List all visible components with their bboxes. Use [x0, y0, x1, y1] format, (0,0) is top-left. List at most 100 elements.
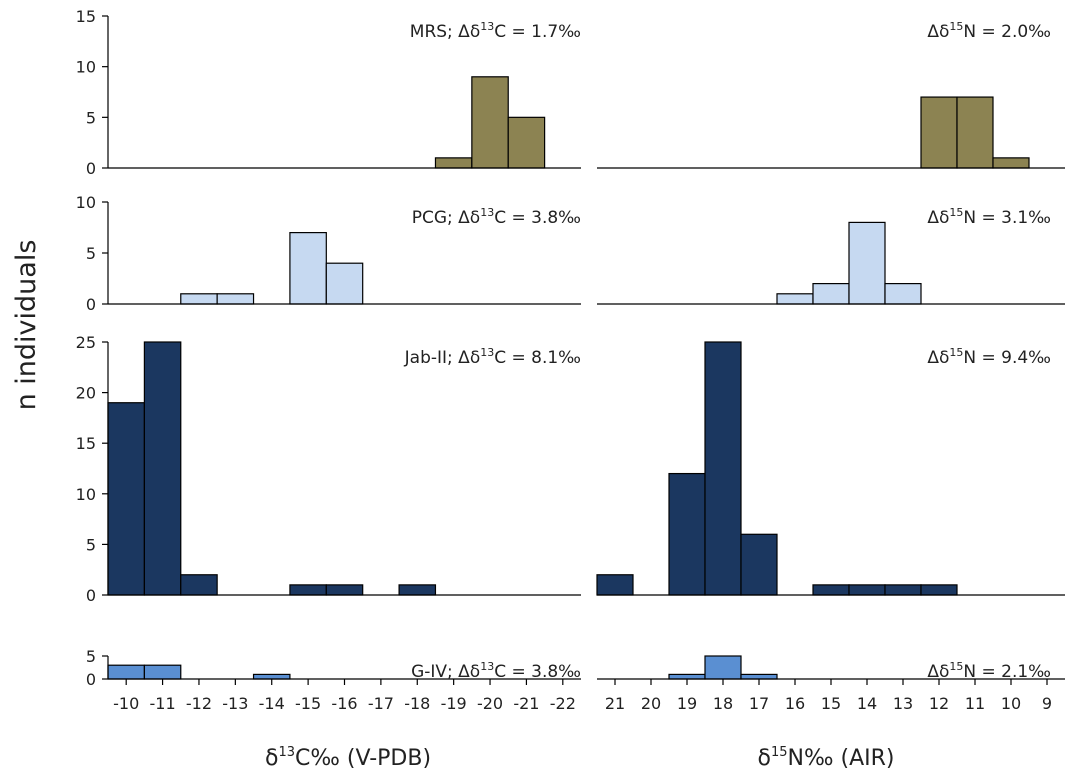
annotation: Δδ15N = 3.1‰: [927, 206, 1051, 228]
annotation-sup: 13: [480, 20, 494, 33]
y-title: n individuals: [11, 240, 42, 411]
x-tick-label: -21: [513, 694, 539, 713]
bar: [143, 664, 182, 680]
annotation-part: G-IV; Δδ: [411, 662, 480, 682]
annotation-part: Jab-II; Δδ: [404, 348, 481, 368]
bar: [398, 584, 437, 596]
y-tick-label: 0: [86, 586, 96, 605]
x-tick-label: 12: [929, 694, 949, 713]
annotation-part: C = 3.8‰: [494, 662, 581, 682]
bar: [596, 574, 634, 596]
bar: [668, 673, 706, 680]
bar: [216, 293, 255, 305]
bar: [325, 584, 364, 596]
annotation-part: N = 2.0‰: [963, 22, 1051, 42]
bar: [180, 293, 218, 305]
bar: [956, 96, 994, 169]
x-tick-label: -11: [150, 694, 176, 713]
bar: [704, 655, 742, 680]
x-title-part: C‰ (V-PDB): [295, 746, 431, 771]
x-tick-label: 18: [713, 694, 733, 713]
annotation-part: Δδ: [927, 208, 949, 228]
annotation-sup: 15: [949, 20, 963, 33]
y-tick-label: 10: [76, 485, 96, 504]
x-tick-label: -20: [477, 694, 503, 713]
x-title-sup: 13: [278, 745, 295, 760]
x-title-part: N‰ (AIR): [788, 746, 895, 771]
x-tick-label: -15: [295, 694, 321, 713]
x-tick-label: -19: [441, 694, 467, 713]
annotation-sup: 13: [480, 660, 494, 673]
bar: [143, 341, 182, 596]
annotation-sup: 13: [480, 346, 494, 359]
y-tick-label: 5: [86, 108, 96, 127]
bar: [740, 533, 778, 596]
x-tick-label: 17: [749, 694, 769, 713]
annotation-sup: 15: [949, 346, 963, 359]
annotation: MRS; Δδ13C = 1.7‰: [410, 20, 581, 42]
x-title-part: δ: [758, 746, 771, 771]
bar: [434, 157, 473, 169]
y-tick-label: 10: [76, 58, 96, 77]
bar: [107, 402, 145, 596]
bar: [884, 283, 922, 305]
annotation-part: C = 1.7‰: [494, 22, 581, 42]
x-tick-label: 11: [965, 694, 985, 713]
bar: [471, 76, 509, 169]
annotation-part: Δδ: [927, 662, 949, 682]
x-title-sup: 15: [771, 745, 788, 760]
bar: [180, 574, 218, 596]
annotation: G-IV; Δδ13C = 3.8‰: [411, 660, 581, 682]
x-tick-label: -17: [368, 694, 394, 713]
x-tick-label: -18: [404, 694, 430, 713]
y-tick-label: 5: [86, 535, 96, 554]
x-tick-label: 19: [677, 694, 697, 713]
x-title-left: δ13C‰ (V-PDB): [265, 745, 431, 771]
bar: [812, 283, 850, 305]
y-tick-label: 15: [76, 434, 96, 453]
y-tick-label: 0: [86, 159, 96, 178]
annotation-part: N = 9.4‰: [963, 348, 1051, 368]
y-tick-label: 10: [76, 193, 96, 212]
x-tick-label: -16: [331, 694, 357, 713]
annotation: Jab-II; Δδ13C = 8.1‰: [404, 346, 581, 368]
x-tick-label: 9: [1042, 694, 1052, 713]
x-tick-label: 20: [641, 694, 661, 713]
bar: [776, 293, 814, 305]
y-tick-label: 15: [76, 7, 96, 26]
annotation-part: N = 3.1‰: [963, 208, 1051, 228]
x-tick-label: -13: [222, 694, 248, 713]
x-tick-label: 13: [893, 694, 913, 713]
x-tick-label: -22: [550, 694, 576, 713]
bar: [920, 96, 958, 169]
annotation: Δδ15N = 2.0‰: [927, 20, 1051, 42]
annotation-part: C = 3.8‰: [494, 208, 581, 228]
annotation-part: Δδ: [927, 348, 949, 368]
bar: [507, 116, 546, 169]
y-tick-label: 25: [76, 333, 96, 352]
annotation-part: C = 8.1‰: [494, 348, 581, 368]
x-title-part: δ: [265, 746, 278, 771]
bar: [992, 157, 1030, 169]
x-tick-label: -14: [259, 694, 285, 713]
annotation-sup: 13: [480, 206, 494, 219]
annotation-part: Δδ: [927, 22, 949, 42]
bar: [107, 664, 145, 680]
bar: [812, 584, 850, 596]
y-tick-label: 0: [86, 295, 96, 314]
annotation: Δδ15N = 9.4‰: [927, 346, 1051, 368]
annotation-sup: 15: [949, 660, 963, 673]
annotation-sup: 15: [949, 206, 963, 219]
x-tick-label: -12: [186, 694, 212, 713]
bar: [668, 472, 706, 596]
bar: [704, 341, 742, 596]
bar: [740, 673, 778, 680]
annotation: Δδ15N = 2.1‰: [927, 660, 1051, 682]
y-tick-label: 0: [86, 670, 96, 689]
annotation: PCG; Δδ13C = 3.8‰: [412, 206, 581, 228]
y-tick-label: 5: [86, 647, 96, 666]
x-tick-label: 21: [605, 694, 625, 713]
bar: [848, 584, 886, 596]
y-tick-label: 5: [86, 244, 96, 263]
bar: [920, 584, 958, 596]
